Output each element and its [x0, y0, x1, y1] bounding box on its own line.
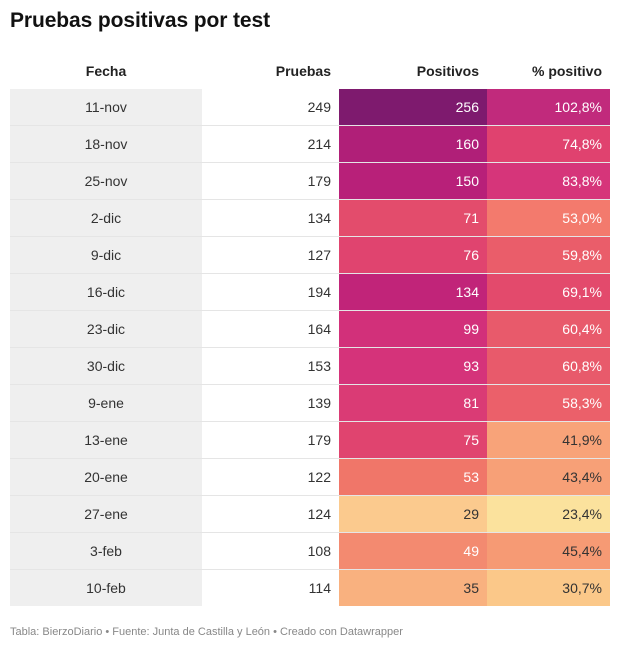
cell-pruebas: 153: [202, 347, 339, 385]
cell-porcentaje: 102,8%: [487, 89, 610, 126]
cell-positivos: 150: [339, 162, 487, 200]
cell-pruebas: 114: [202, 569, 339, 606]
cell-positivos: 76: [339, 236, 487, 274]
cell-pruebas: 194: [202, 273, 339, 311]
table-row: 3-feb 108 49 45,4%: [10, 532, 610, 570]
cell-fecha: 20-ene: [10, 458, 202, 496]
cell-positivos: 93: [339, 347, 487, 385]
cell-fecha: 25-nov: [10, 162, 202, 200]
cell-fecha: 13-ene: [10, 421, 202, 459]
table-row: 9-dic 127 76 59,8%: [10, 236, 610, 274]
cell-porcentaje: 43,4%: [487, 458, 610, 496]
column-header-positivos[interactable]: Positivos: [416, 63, 479, 79]
cell-pruebas: 122: [202, 458, 339, 496]
table-row: 23-dic 164 99 60,4%: [10, 310, 610, 348]
cell-positivos: 29: [339, 495, 487, 533]
table-row: 13-ene 179 75 41,9%: [10, 421, 610, 459]
cell-porcentaje: 83,8%: [487, 162, 610, 200]
table-row: 10-feb 114 35 30,7%: [10, 569, 610, 606]
cell-fecha: 9-dic: [10, 236, 202, 274]
table-row: 16-dic 194 134 69,1%: [10, 273, 610, 311]
cell-positivos: 75: [339, 421, 487, 459]
cell-fecha: 10-feb: [10, 569, 202, 606]
cell-pruebas: 108: [202, 532, 339, 570]
cell-positivos: 53: [339, 458, 487, 496]
table-row: 25-nov 179 150 83,8%: [10, 162, 610, 200]
table-row: 30-dic 153 93 60,8%: [10, 347, 610, 385]
cell-porcentaje: 59,8%: [487, 236, 610, 274]
cell-pruebas: 214: [202, 125, 339, 163]
cell-porcentaje: 23,4%: [487, 495, 610, 533]
cell-porcentaje: 41,9%: [487, 421, 610, 459]
table-row: 9-ene 139 81 58,3%: [10, 384, 610, 422]
cell-porcentaje: 74,8%: [487, 125, 610, 163]
cell-positivos: 160: [339, 125, 487, 163]
cell-positivos: 99: [339, 310, 487, 348]
cell-porcentaje: 58,3%: [487, 384, 610, 422]
cell-fecha: 11-nov: [10, 89, 202, 126]
source-footer: Tabla: BierzoDiario • Fuente: Junta de C…: [10, 626, 403, 638]
table-header-row: Fecha Pruebas Positivos % positivo: [10, 53, 610, 89]
cell-pruebas: 164: [202, 310, 339, 348]
table-row: 27-ene 124 29 23,4%: [10, 495, 610, 533]
cell-pruebas: 127: [202, 236, 339, 274]
cell-fecha: 30-dic: [10, 347, 202, 385]
cell-positivos: 71: [339, 199, 487, 237]
positivity-table: Fecha Pruebas Positivos % positivo 11-no…: [10, 53, 610, 606]
cell-positivos: 35: [339, 569, 487, 606]
column-header-porcentaje[interactable]: % positivo: [531, 63, 602, 79]
table-row: 20-ene 122 53 43,4%: [10, 458, 610, 496]
cell-porcentaje: 45,4%: [487, 532, 610, 570]
column-header-fecha[interactable]: Fecha: [85, 63, 127, 79]
cell-fecha: 27-ene: [10, 495, 202, 533]
cell-positivos: 49: [339, 532, 487, 570]
cell-pruebas: 179: [202, 162, 339, 200]
cell-positivos: 256: [339, 89, 487, 126]
cell-porcentaje: 30,7%: [487, 569, 610, 606]
cell-porcentaje: 69,1%: [487, 273, 610, 311]
cell-fecha: 18-nov: [10, 125, 202, 163]
column-header-pruebas[interactable]: Pruebas: [275, 63, 331, 79]
cell-fecha: 23-dic: [10, 310, 202, 348]
cell-pruebas: 134: [202, 199, 339, 237]
table-row: 11-nov 249 256 102,8%: [10, 89, 610, 126]
table-row: 2-dic 134 71 53,0%: [10, 199, 610, 237]
cell-pruebas: 179: [202, 421, 339, 459]
cell-porcentaje: 60,8%: [487, 347, 610, 385]
chart-title: Pruebas positivas por test: [10, 9, 270, 32]
cell-pruebas: 249: [307, 99, 331, 115]
cell-fecha: 16-dic: [10, 273, 202, 311]
cell-positivos: 134: [339, 273, 487, 311]
cell-porcentaje: 53,0%: [487, 199, 610, 237]
table-row: 18-nov 214 160 74,8%: [10, 125, 610, 163]
cell-pruebas: 124: [202, 495, 339, 533]
cell-fecha: 9-ene: [10, 384, 202, 422]
table-body: 11-nov 249 256 102,8% 18-nov 214 160 74,8% 25-no…: [10, 89, 610, 606]
cell-porcentaje: 60,4%: [487, 310, 610, 348]
cell-pruebas: 139: [202, 384, 339, 422]
cell-fecha: 3-feb: [10, 532, 202, 570]
cell-positivos: 81: [339, 384, 487, 422]
cell-fecha: 2-dic: [10, 199, 202, 237]
